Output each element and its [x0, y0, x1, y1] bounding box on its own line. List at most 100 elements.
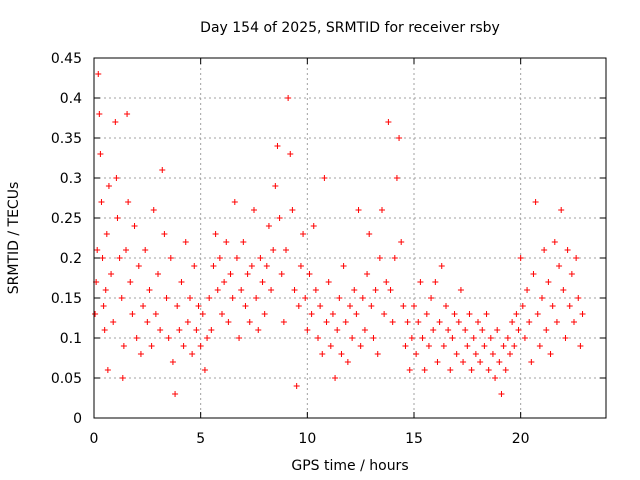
- data-point: [487, 335, 494, 341]
- data-point: [366, 231, 373, 237]
- data-point: [579, 311, 586, 317]
- data-point: [306, 271, 313, 277]
- data-point: [310, 223, 317, 229]
- data-point: [246, 319, 253, 325]
- data-point: [278, 271, 285, 277]
- data-point: [425, 343, 432, 349]
- data-point: [347, 303, 353, 309]
- data-point: [102, 287, 109, 293]
- data-point: [321, 175, 328, 181]
- data-point: [479, 327, 486, 333]
- data-point: [114, 215, 121, 221]
- data-point: [103, 231, 110, 237]
- data-point: [447, 367, 454, 373]
- data-point: [547, 351, 554, 357]
- data-point: [242, 303, 249, 309]
- data-point: [500, 343, 507, 349]
- data-point: [180, 343, 187, 349]
- data-point: [133, 335, 140, 341]
- x-tick-label: 5: [196, 431, 205, 447]
- data-point: [257, 255, 264, 261]
- data-point: [146, 287, 153, 293]
- data-point: [208, 327, 215, 333]
- data-point: [353, 311, 360, 317]
- data-point: [142, 247, 149, 253]
- data-point: [415, 319, 422, 325]
- data-point: [261, 311, 268, 317]
- data-point: [475, 319, 481, 325]
- data-point: [312, 287, 319, 293]
- y-axis-label: SRMTID / TECUs: [6, 182, 22, 295]
- data-point: [119, 375, 126, 381]
- data-point: [387, 287, 394, 293]
- data-point: [105, 183, 112, 189]
- data-point: [434, 359, 441, 365]
- data-point: [445, 327, 452, 333]
- data-point: [150, 207, 157, 213]
- data-point: [112, 119, 119, 125]
- data-point: [323, 319, 330, 325]
- data-point: [556, 263, 563, 269]
- data-point: [178, 279, 185, 285]
- data-point: [483, 311, 490, 317]
- data-point: [263, 263, 270, 269]
- data-point: [368, 303, 375, 309]
- y-tick-label: 0: [73, 411, 82, 427]
- x-axis-label: GPS time / hours: [291, 458, 408, 474]
- data-point: [167, 255, 174, 261]
- data-point: [438, 263, 445, 269]
- x-tick-label: 0: [90, 431, 99, 447]
- data-point: [248, 263, 255, 269]
- y-tick-label: 0.35: [51, 131, 82, 147]
- data-point: [498, 391, 505, 397]
- data-point: [379, 207, 385, 213]
- data-point: [340, 263, 347, 269]
- data-point: [564, 247, 571, 253]
- data-point: [131, 223, 138, 229]
- data-point: [329, 311, 336, 317]
- data-point: [462, 327, 469, 333]
- data-point: [219, 311, 225, 317]
- data-point: [189, 351, 196, 357]
- data-point: [440, 343, 447, 349]
- data-point: [361, 327, 368, 333]
- data-point: [372, 287, 379, 293]
- data-point: [221, 279, 228, 285]
- data-point: [432, 279, 439, 285]
- data-point: [391, 255, 398, 261]
- data-point: [225, 319, 232, 325]
- data-point: [233, 255, 240, 261]
- data-point: [515, 327, 522, 333]
- data-point: [268, 287, 275, 293]
- data-point: [521, 335, 528, 341]
- data-point: [96, 111, 103, 117]
- plot-border: [93, 57, 607, 419]
- data-point: [400, 303, 407, 309]
- y-tick-label: 0.2: [60, 251, 82, 267]
- data-point: [370, 335, 377, 341]
- data-point: [359, 295, 366, 301]
- data-point: [223, 239, 230, 245]
- data-point: [182, 239, 189, 245]
- data-point: [364, 271, 371, 277]
- data-point: [94, 247, 101, 253]
- data-point: [110, 319, 117, 325]
- data-point: [402, 343, 409, 349]
- data-point: [336, 295, 343, 301]
- data-point: [417, 279, 424, 285]
- data-point: [575, 295, 582, 301]
- data-point: [227, 271, 234, 277]
- data-point: [231, 199, 238, 205]
- data-point: [113, 175, 120, 181]
- chart-title: Day 154 of 2025, SRMTID for receiver rsb…: [200, 20, 500, 36]
- data-point: [289, 207, 296, 213]
- data-point: [338, 351, 345, 357]
- data-point: [453, 351, 460, 357]
- data-point: [457, 287, 464, 293]
- data-point: [536, 343, 543, 349]
- data-point: [325, 279, 332, 285]
- data-point: [449, 335, 456, 341]
- data-point: [244, 271, 251, 277]
- data-point: [408, 335, 415, 341]
- data-point: [406, 367, 413, 373]
